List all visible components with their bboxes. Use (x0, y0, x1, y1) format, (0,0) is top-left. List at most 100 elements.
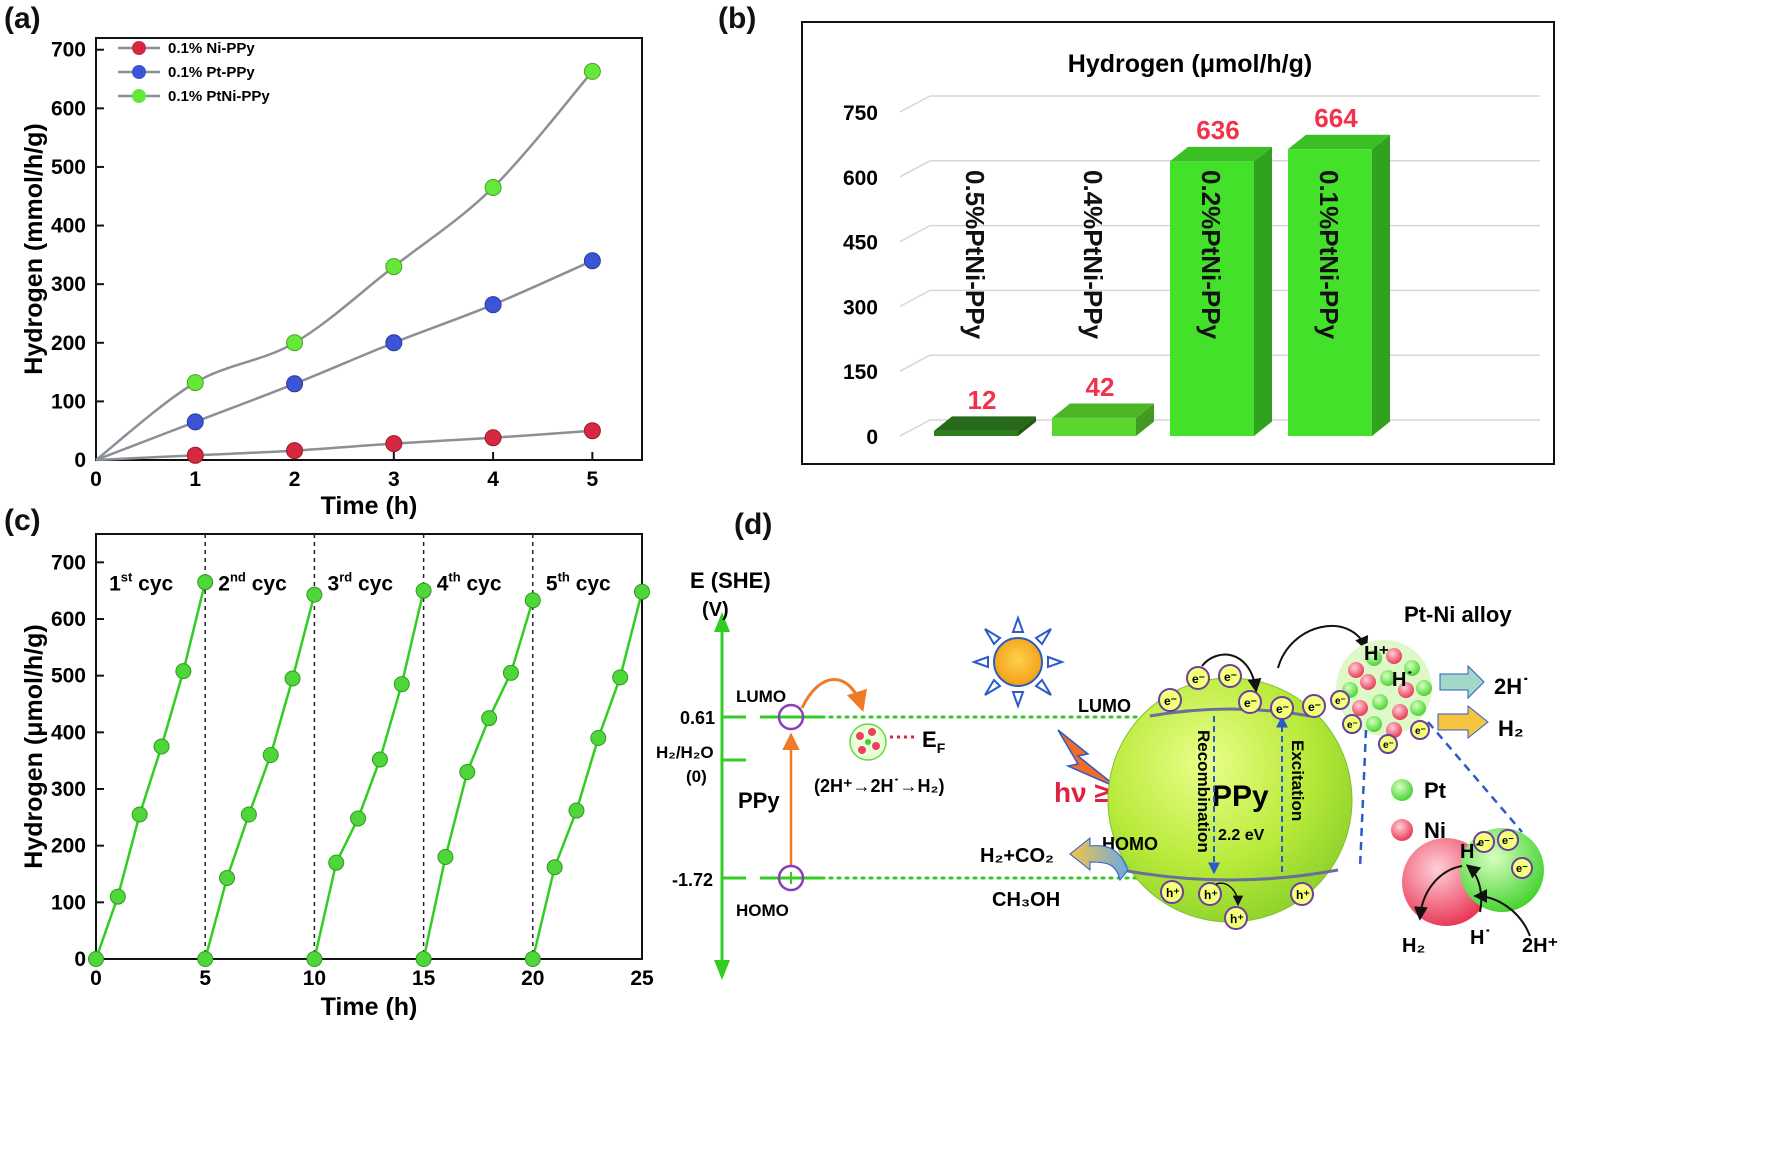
alloy-electrons: e⁻ e⁻ e⁻ e⁻ (1330, 690, 1430, 754)
y-tick-label: 400 (51, 215, 86, 238)
legend-marker (132, 41, 146, 55)
ppy-center-label: PPy (1212, 780, 1269, 813)
cycle-line (422, 599, 534, 960)
data-point (437, 849, 454, 865)
bar (1052, 417, 1136, 436)
data-point (306, 951, 323, 967)
electron-group: e⁻ e⁻ e⁻ e⁻ e⁻ e⁻ (1158, 664, 1326, 720)
legend-label: 0.1% Ni-PPy (168, 40, 255, 57)
chart-b: Hydrogen (μmol/h/g) 0 150 300 450 600 750 12 0.5… (801, 21, 1555, 465)
y-tick-label: 100 (51, 891, 86, 914)
energy-axis-unit: (V) (702, 599, 729, 621)
hole-label: h⁺ (1230, 912, 1244, 926)
grid-line (899, 289, 931, 308)
data-point (484, 178, 502, 196)
y-tick-label: 200 (51, 835, 86, 858)
sun-icon (971, 615, 1065, 709)
fermi-level-label: EF (922, 727, 946, 756)
h2-co2-label: H₂+CO₂ (980, 845, 1054, 867)
data-point (481, 710, 498, 727)
zoom-h-dot: H˙ (1460, 841, 1481, 863)
y-tick-label: 0 (74, 449, 86, 472)
h2-h2o-label: H₂/H₂O (656, 743, 714, 762)
y-tick-label: 750 (843, 102, 878, 125)
legend-marker (132, 89, 146, 103)
data-point (186, 413, 204, 431)
zoom-line-left (1358, 729, 1368, 869)
h2-h2o-zero: (0) (686, 767, 707, 786)
cycle-label: 3rd cyc (328, 570, 394, 596)
excitation-label: Excitation (1288, 740, 1307, 821)
chart-c: 0 100 200 300 400 500 600 700 0 5 10 15 20 25 Time (h)… (20, 533, 654, 1021)
bar (1170, 161, 1254, 437)
y-tick-label: 500 (51, 156, 86, 179)
y-tick-label: 200 (51, 332, 86, 355)
data-point (175, 663, 192, 680)
x-tick-label: 1 (189, 468, 201, 491)
y-tick-label: 700 (51, 39, 86, 62)
data-point (385, 258, 403, 276)
electron-transfer-arrow (800, 678, 867, 713)
lumo-potential: 0.61 (680, 708, 715, 728)
data-point (88, 951, 104, 967)
data-point (612, 669, 629, 686)
y-tick-label: 700 (51, 551, 86, 574)
homo-potential: -1.72 (672, 870, 713, 890)
bar-top (1288, 134, 1390, 150)
grid-line (899, 95, 931, 113)
x-tick-label: 10 (303, 967, 326, 990)
data-point (109, 888, 126, 905)
bar-top (1170, 146, 1272, 162)
lumo-label-right: LUMO (1078, 696, 1131, 716)
bar-value-label: 664 (1314, 103, 1358, 133)
y-tick-label: 300 (843, 296, 878, 319)
data-point (284, 670, 301, 687)
recombination-label: Recombination (1194, 730, 1213, 853)
hole-group: h⁺ h⁺ h⁺ h⁺ (1160, 880, 1314, 930)
h2-output-arrow (1437, 704, 1489, 740)
data-point (583, 422, 601, 440)
electron-label: e⁻ (1383, 740, 1394, 751)
data-point (546, 859, 563, 876)
y-tick-label: 600 (51, 97, 86, 120)
electron-label: e⁻ (1276, 702, 1289, 716)
data-point (502, 664, 519, 681)
electron-label: e⁻ (1308, 700, 1321, 714)
bar-side (1136, 403, 1154, 436)
methanol-label: CH₃OH (992, 889, 1060, 911)
sacrificial-arrow (1069, 836, 1129, 882)
y-tick-label: 600 (51, 608, 86, 631)
data-point (415, 582, 432, 599)
plot-frame (95, 37, 643, 461)
data-point (385, 334, 403, 352)
x-tick-label: 2 (289, 468, 301, 491)
grid-line (899, 354, 931, 372)
cycle-line (203, 594, 316, 960)
energy-axis-title: E (SHE) (690, 568, 771, 593)
data-point (186, 446, 204, 464)
cycle-label: 4th cyc (437, 570, 502, 596)
data-point (484, 429, 502, 447)
y-tick-label: 100 (51, 390, 86, 413)
chart-a: 0 100 200 300 400 500 600 700 0 1 2 3 4 5 Time (h) Hydr… (20, 37, 643, 520)
electron-label: e⁻ (1192, 672, 1205, 686)
data-point (524, 592, 541, 609)
data-point (393, 676, 410, 693)
x-tick-label: 5 (587, 468, 599, 491)
bar-category-label: 0.1%PtNi-PPy (1314, 170, 1344, 340)
x-tick-label: 25 (630, 967, 654, 990)
x-axis-title: Time (h) (321, 993, 418, 1021)
bar-side (1018, 416, 1036, 436)
electron-label: e⁻ (1244, 696, 1257, 710)
panel-label-d: (d) (734, 508, 773, 541)
cycle-label: 1st cyc (109, 570, 173, 596)
cycle-label: 5th cyc (546, 570, 611, 596)
bar (934, 430, 1018, 436)
grid-line (899, 224, 931, 243)
bar-value-label: 42 (1086, 372, 1115, 402)
bar-category-label: 0.5%PtNi-PPy (960, 170, 990, 340)
pt-legend-label: Pt (1424, 778, 1447, 803)
legend-marker (132, 65, 146, 79)
zoom-line-right (1427, 721, 1523, 833)
data-point (415, 951, 432, 967)
